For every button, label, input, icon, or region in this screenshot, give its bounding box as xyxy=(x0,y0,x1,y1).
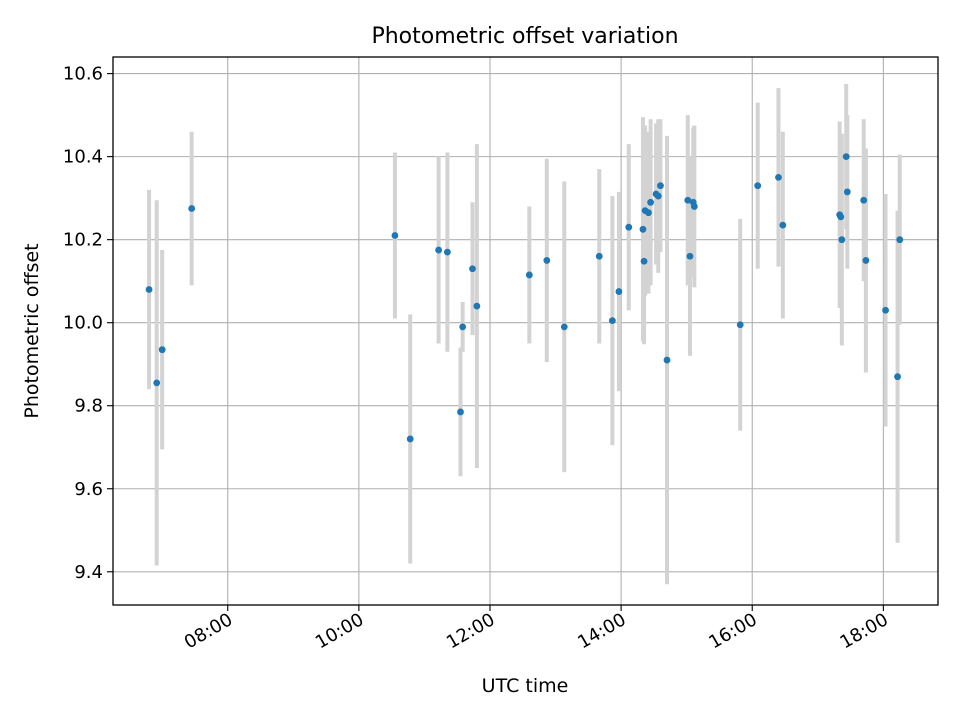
data-point xyxy=(640,257,648,265)
data-point xyxy=(543,257,551,264)
y-tick-label: 10.4 xyxy=(63,147,103,168)
data-point xyxy=(645,209,652,217)
y-tick-label: 9.8 xyxy=(74,396,103,417)
data-point xyxy=(469,265,476,273)
data-point xyxy=(837,213,845,221)
error-bars xyxy=(147,83,902,585)
data-point xyxy=(473,302,481,310)
data-point xyxy=(896,236,904,244)
y-axis-label: Photometric offset xyxy=(21,243,43,418)
data-point xyxy=(686,252,694,260)
data-point xyxy=(654,192,662,200)
data-point xyxy=(775,173,782,181)
data-point xyxy=(188,205,196,212)
data-point xyxy=(153,379,161,387)
x-tick-label: 18:00 xyxy=(836,609,891,653)
data-point xyxy=(406,435,414,443)
data-point xyxy=(615,288,623,295)
data-point xyxy=(860,196,868,204)
data-point xyxy=(754,182,762,190)
data-point xyxy=(663,356,671,364)
data-point xyxy=(639,225,647,233)
plot-frame xyxy=(112,56,939,606)
data-point xyxy=(625,223,633,231)
data-points xyxy=(145,153,904,443)
y-tick-label: 10.6 xyxy=(63,64,103,85)
data-point xyxy=(657,182,664,190)
x-tick-label: 08:00 xyxy=(181,609,236,653)
data-point xyxy=(391,232,399,239)
data-point xyxy=(894,373,901,381)
x-tick-label: 10:00 xyxy=(312,609,367,653)
data-point xyxy=(459,323,467,331)
x-tick-label: 14:00 xyxy=(574,609,629,653)
data-point xyxy=(145,286,153,293)
data-point xyxy=(882,306,889,314)
data-point xyxy=(595,252,603,260)
y-tick-label: 10.0 xyxy=(63,313,103,334)
data-point xyxy=(443,248,451,256)
data-point xyxy=(736,321,744,329)
data-point xyxy=(457,408,464,416)
data-point xyxy=(608,317,616,325)
y-tick-label: 9.6 xyxy=(74,479,103,500)
x-tick-label: 12:00 xyxy=(443,609,498,653)
data-point xyxy=(843,188,851,196)
grid xyxy=(113,57,938,605)
y-tick-label: 10.2 xyxy=(63,230,103,251)
chart-title: Photometric offset variation xyxy=(371,24,678,49)
x-tick-label: 16:00 xyxy=(705,609,760,653)
data-point xyxy=(647,198,655,206)
data-point xyxy=(690,203,698,210)
y-tick-label: 9.4 xyxy=(74,562,103,583)
data-point xyxy=(779,221,787,229)
data-point xyxy=(684,196,692,204)
data-point xyxy=(838,236,846,244)
data-point xyxy=(525,271,533,279)
data-point xyxy=(862,257,870,264)
data-point xyxy=(842,153,850,161)
data-point xyxy=(560,323,568,331)
x-axis-label: UTC time xyxy=(482,675,569,697)
data-point xyxy=(158,346,166,354)
data-point xyxy=(435,246,443,254)
